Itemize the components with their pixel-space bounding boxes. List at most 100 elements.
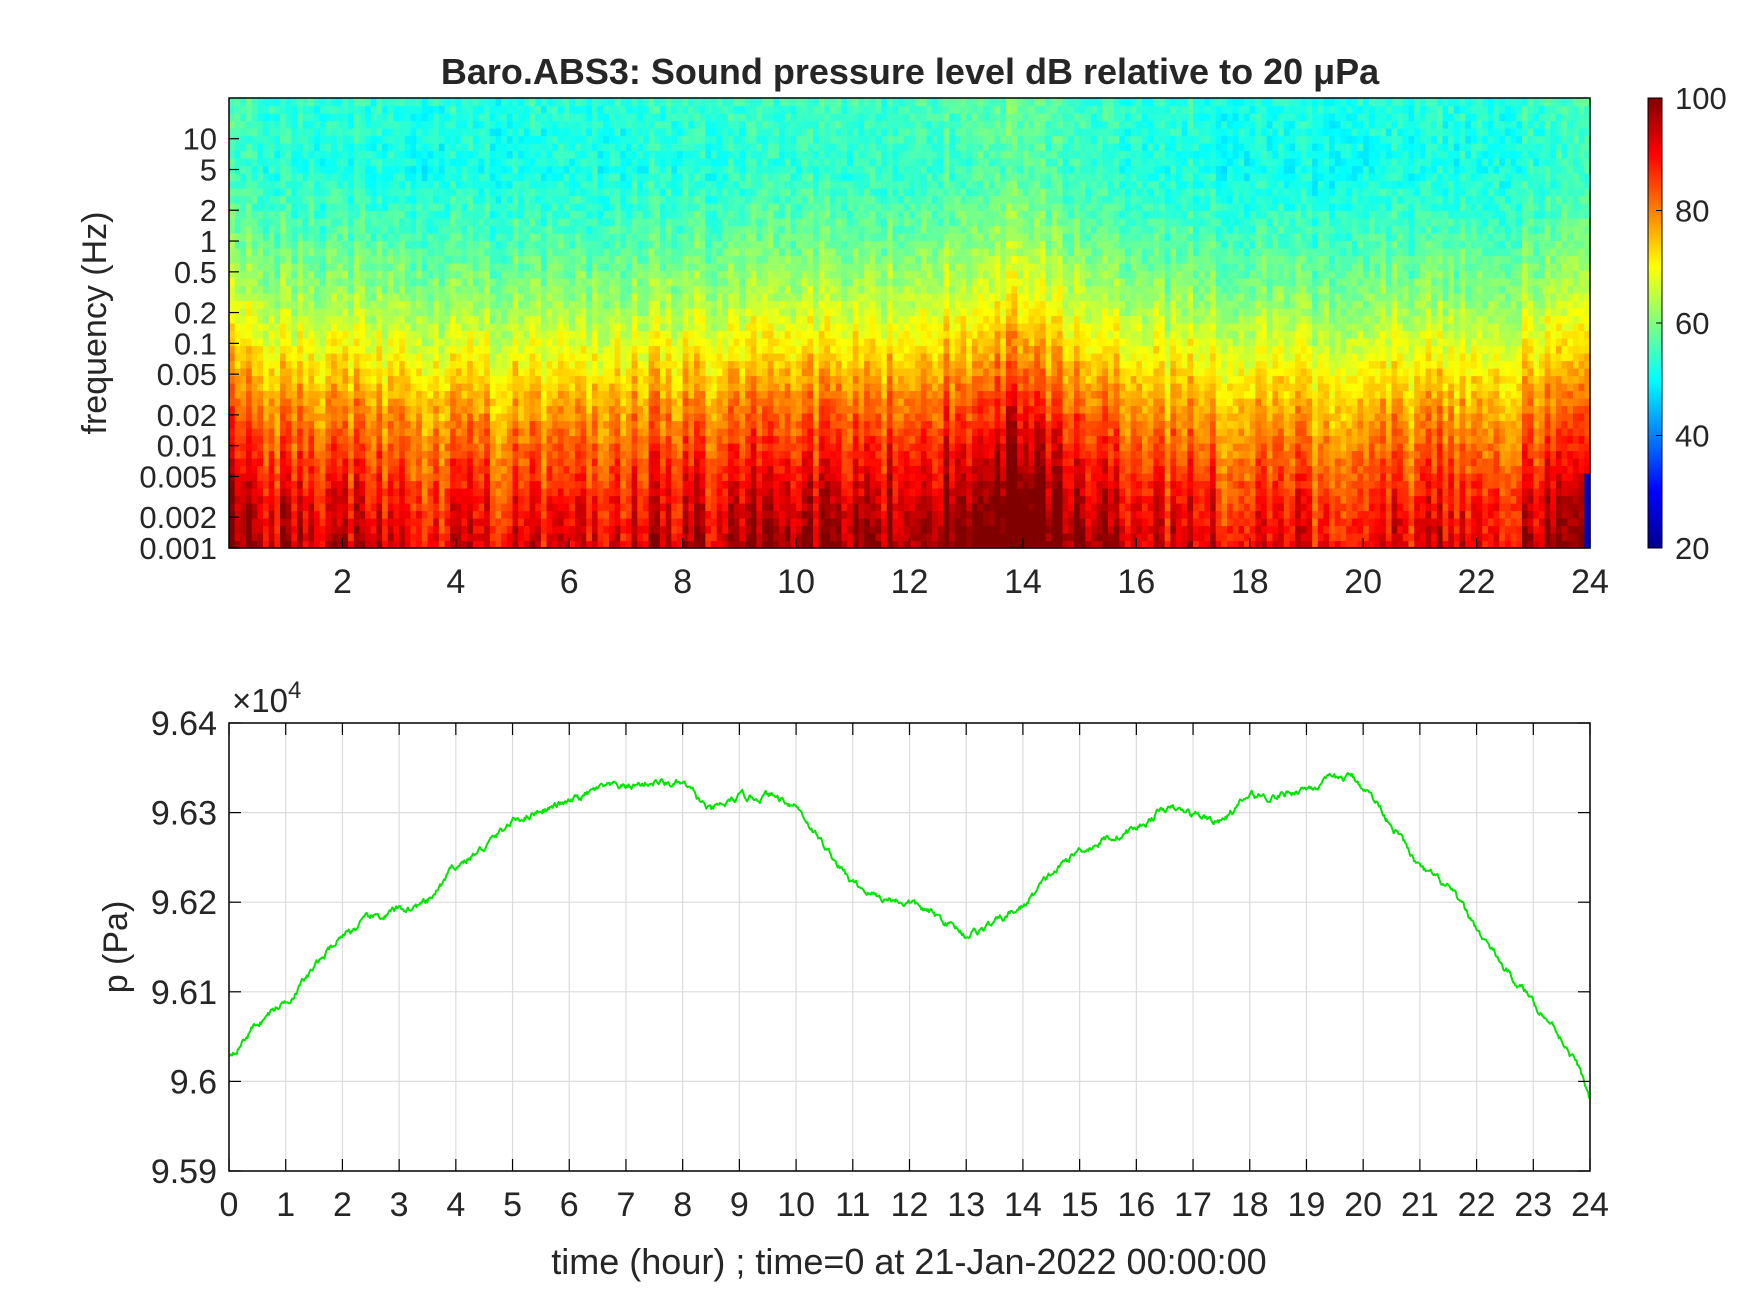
heatmap-cell: [427, 165, 434, 174]
heatmap-cell: [365, 450, 372, 459]
heatmap-cell: [461, 248, 468, 257]
heatmap-cell: [433, 405, 440, 414]
heatmap-cell: [410, 218, 417, 227]
heatmap-cell: [274, 195, 281, 204]
heatmap-cell: [461, 465, 468, 474]
heatmap-cell: [285, 210, 292, 219]
heatmap-cell: [625, 473, 633, 482]
heatmap-cell: [438, 308, 446, 317]
heatmap-cell: [234, 135, 241, 144]
heatmap-cell: [529, 518, 536, 527]
heatmap-cell: [297, 203, 304, 212]
heatmap-cell: [580, 120, 587, 129]
heatmap-cell: [229, 510, 236, 519]
heatmap-cell: [444, 443, 451, 452]
heatmap-cell: [574, 278, 582, 287]
heatmap-cell: [552, 135, 559, 144]
heatmap-cell: [427, 285, 434, 294]
heatmap-cell: [557, 158, 565, 167]
heatmap-cell: [478, 270, 485, 279]
heatmap-cell: [552, 233, 559, 242]
heatmap-cell: [268, 330, 275, 339]
heatmap-cell: [591, 210, 599, 219]
heatmap-cell: [331, 293, 338, 302]
heatmap-cell: [512, 120, 519, 129]
heatmap-cell: [677, 353, 684, 362]
heatmap-cell: [370, 525, 378, 534]
heatmap-cell: [546, 405, 553, 414]
heatmap-cell: [677, 465, 684, 474]
heatmap-cell: [694, 488, 701, 497]
heatmap-cell: [677, 143, 684, 152]
heatmap-cell: [399, 480, 406, 489]
heatmap-cell: [393, 443, 400, 452]
heatmap-cell: [421, 263, 429, 272]
heatmap-cell: [603, 488, 610, 497]
heatmap-cell: [694, 503, 701, 512]
heatmap-cell: [342, 458, 349, 467]
heatmap-cell: [495, 120, 502, 129]
heatmap-cell: [688, 390, 695, 399]
heatmap-cell: [410, 128, 417, 137]
heatmap-cell: [546, 255, 553, 264]
heatmap-cell: [489, 248, 497, 257]
heatmap-cell: [302, 225, 309, 234]
heatmap-cell: [353, 98, 361, 107]
heatmap-cell: [654, 323, 661, 332]
heatmap-cell: [291, 540, 298, 549]
heatmap-cell: [677, 540, 684, 549]
heatmap-cell: [336, 285, 344, 294]
heatmap-cell: [546, 150, 553, 159]
heatmap-cell: [529, 473, 536, 482]
heatmap-cell: [642, 413, 650, 422]
heatmap-cell: [501, 135, 508, 144]
heatmap-cell: [563, 173, 570, 182]
heatmap-cell: [376, 308, 383, 317]
heatmap-cell: [501, 233, 508, 242]
heatmap-cell: [404, 113, 412, 122]
heatmap-cell: [631, 495, 638, 504]
heatmap-cell: [659, 323, 667, 332]
heatmap-cell: [314, 465, 321, 474]
heatmap-cell: [393, 248, 400, 257]
heatmap-cell: [591, 135, 599, 144]
heatmap-cell: [625, 120, 633, 129]
heatmap-cell: [472, 540, 480, 549]
heatmap-cell: [257, 383, 264, 392]
heatmap-cell: [620, 308, 627, 317]
heatmap-cell: [529, 495, 536, 504]
heatmap-cell: [336, 150, 344, 159]
heatmap-cell: [671, 465, 678, 474]
heatmap-cell: [450, 188, 457, 197]
heatmap-cell: [569, 503, 576, 512]
heatmap-cell: [489, 300, 497, 309]
heatmap-cell: [518, 180, 525, 189]
heatmap-cell: [688, 270, 695, 279]
heatmap-cell: [342, 173, 349, 182]
heatmap-cell: [597, 518, 604, 527]
heatmap-cell: [257, 150, 264, 159]
heatmap-cell: [404, 270, 412, 279]
heatmap-cell: [478, 300, 485, 309]
heatmap-cell: [251, 323, 258, 332]
heatmap-cell: [603, 315, 610, 324]
heatmap-cell: [427, 158, 434, 167]
heatmap-cell: [535, 293, 542, 302]
heatmap-cell: [694, 203, 701, 212]
heatmap-cell: [393, 488, 400, 497]
heatmap-cell: [314, 210, 321, 219]
heatmap-cell: [302, 315, 309, 324]
heatmap-cell: [620, 533, 627, 542]
heatmap-cell: [229, 488, 236, 497]
heatmap-cell: [671, 165, 678, 174]
heatmap-cell: [342, 203, 349, 212]
heatmap-cell: [240, 390, 247, 399]
heatmap-cell: [642, 300, 650, 309]
heatmap-cell: [671, 315, 678, 324]
heatmap-cell: [251, 248, 258, 257]
heatmap-cell: [495, 263, 502, 272]
heatmap-cell: [348, 240, 355, 249]
heatmap-cell: [654, 195, 661, 204]
heatmap-cell: [319, 480, 326, 489]
heatmap-cell: [268, 480, 275, 489]
